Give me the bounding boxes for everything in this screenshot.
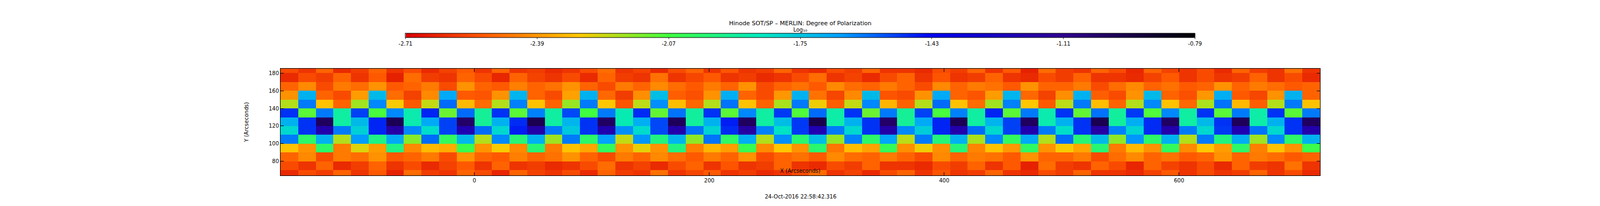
svg-text:Log₁₀: Log₁₀ (793, 26, 808, 33)
svg-text:-1.11: -1.11 (1056, 40, 1071, 47)
svg-text:600: 600 (1173, 177, 1185, 184)
svg-text:80: 80 (271, 158, 279, 165)
svg-text:120: 120 (268, 123, 279, 129)
svg-text:0: 0 (472, 177, 476, 184)
svg-text:-2.07: -2.07 (661, 40, 676, 47)
svg-text:160: 160 (268, 88, 279, 95)
svg-text:140: 140 (268, 105, 279, 112)
svg-text:24-Oct-2016 22:58:42.316: 24-Oct-2016 22:58:42.316 (764, 194, 837, 200)
svg-text:-0.79: -0.79 (1188, 40, 1203, 47)
svg-text:X (Arcseconds): X (Arcseconds) (780, 168, 821, 175)
svg-text:400: 400 (938, 177, 950, 184)
svg-text:200: 200 (704, 177, 715, 184)
svg-text:-2.71: -2.71 (398, 40, 413, 47)
svg-text:Hinode SOT/SP – MERLIN: Degree: Hinode SOT/SP – MERLIN: Degree of Polari… (729, 19, 872, 27)
svg-text:180: 180 (268, 70, 279, 77)
svg-text:-1.75: -1.75 (793, 40, 808, 47)
svg-text:100: 100 (268, 140, 279, 147)
svg-text:-2.39: -2.39 (529, 40, 544, 47)
svg-text:-1.43: -1.43 (924, 40, 939, 47)
svg-text:Y (Arcseconds): Y (Arcseconds) (243, 102, 250, 143)
